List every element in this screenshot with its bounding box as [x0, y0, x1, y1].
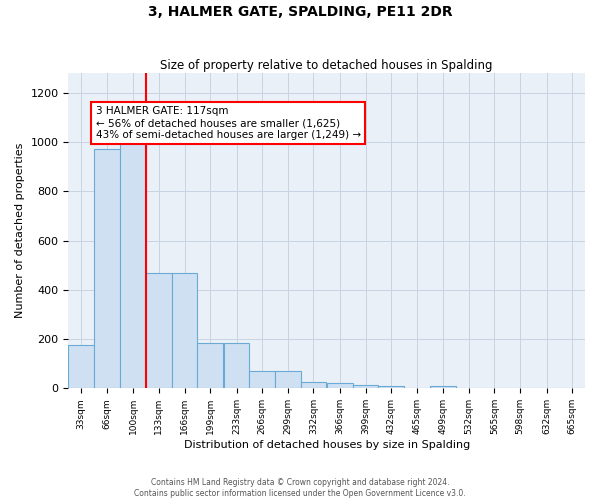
Bar — [68, 346, 94, 389]
Text: 3, HALMER GATE, SPALDING, PE11 2DR: 3, HALMER GATE, SPALDING, PE11 2DR — [148, 5, 452, 19]
Bar — [146, 272, 172, 388]
Text: Contains HM Land Registry data © Crown copyright and database right 2024.
Contai: Contains HM Land Registry data © Crown c… — [134, 478, 466, 498]
Title: Size of property relative to detached houses in Spalding: Size of property relative to detached ho… — [160, 59, 493, 72]
Text: 3 HALMER GATE: 117sqm
← 56% of detached houses are smaller (1,625)
43% of semi-d: 3 HALMER GATE: 117sqm ← 56% of detached … — [95, 106, 361, 140]
Bar — [172, 272, 197, 388]
Bar — [224, 343, 250, 388]
Bar — [250, 371, 275, 388]
Bar — [121, 142, 146, 388]
Bar — [379, 386, 404, 388]
Bar — [327, 384, 353, 388]
Bar — [353, 384, 379, 388]
Bar — [430, 386, 456, 388]
Bar — [301, 382, 326, 388]
Bar — [197, 343, 223, 388]
Bar — [94, 150, 119, 388]
X-axis label: Distribution of detached houses by size in Spalding: Distribution of detached houses by size … — [184, 440, 470, 450]
Bar — [275, 371, 301, 388]
Y-axis label: Number of detached properties: Number of detached properties — [15, 143, 25, 318]
